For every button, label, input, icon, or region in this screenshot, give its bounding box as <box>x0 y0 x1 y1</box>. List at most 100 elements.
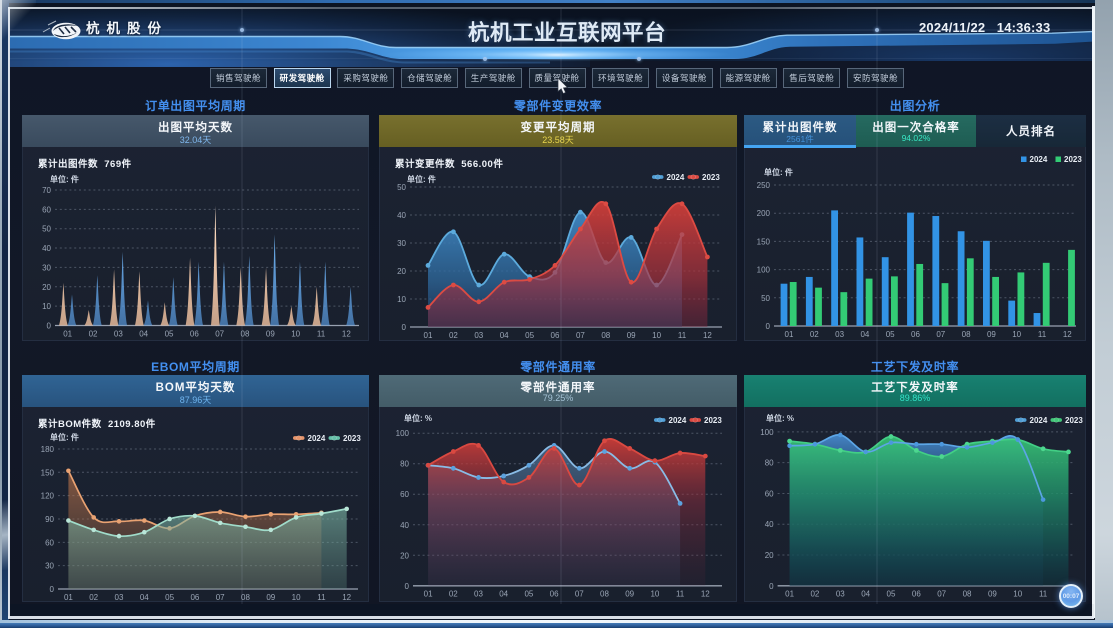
svg-text:2024: 2024 <box>308 434 326 443</box>
svg-text:08: 08 <box>241 329 250 338</box>
svg-text:05: 05 <box>165 593 174 602</box>
svg-text:03: 03 <box>114 329 123 338</box>
svg-text:2023: 2023 <box>1065 416 1083 425</box>
svg-text:10: 10 <box>652 331 661 340</box>
svg-text:02: 02 <box>449 590 458 599</box>
svg-text:100: 100 <box>757 266 771 275</box>
svg-text:12: 12 <box>703 331 712 340</box>
svg-text:50: 50 <box>397 183 406 192</box>
svg-text:05: 05 <box>525 331 534 340</box>
svg-text:09: 09 <box>987 330 996 339</box>
svg-text:250: 250 <box>757 181 771 190</box>
svg-text:01: 01 <box>424 590 433 599</box>
svg-text:06: 06 <box>190 593 199 602</box>
svg-text:09: 09 <box>266 593 275 602</box>
svg-text:2023: 2023 <box>1064 155 1082 164</box>
svg-text:30: 30 <box>45 562 54 571</box>
svg-text:100: 100 <box>760 428 774 437</box>
svg-text:60: 60 <box>42 205 51 214</box>
svg-text:03: 03 <box>474 331 483 340</box>
svg-text:20: 20 <box>765 551 774 560</box>
svg-text:05: 05 <box>887 590 896 599</box>
svg-text:10: 10 <box>1013 590 1022 599</box>
svg-text:02: 02 <box>810 330 819 339</box>
svg-text:2024: 2024 <box>1030 155 1048 164</box>
svg-text:10: 10 <box>650 590 659 599</box>
svg-text:03: 03 <box>474 590 483 599</box>
svg-text:04: 04 <box>500 331 509 340</box>
svg-text:12: 12 <box>342 329 351 338</box>
svg-text:04: 04 <box>140 593 149 602</box>
svg-text:07: 07 <box>216 593 225 602</box>
svg-text:09: 09 <box>988 590 997 599</box>
svg-text:11: 11 <box>676 590 685 599</box>
svg-text:12: 12 <box>701 590 710 599</box>
svg-text:01: 01 <box>64 593 73 602</box>
svg-text:07: 07 <box>937 590 946 599</box>
svg-text:90: 90 <box>45 515 54 524</box>
svg-text:02: 02 <box>89 329 98 338</box>
svg-text:04: 04 <box>860 330 869 339</box>
svg-text:0: 0 <box>47 322 52 331</box>
svg-text:02: 02 <box>449 331 458 340</box>
svg-text:06: 06 <box>190 329 199 338</box>
svg-text:0: 0 <box>402 323 407 332</box>
svg-text:80: 80 <box>765 459 774 468</box>
svg-text:01: 01 <box>785 330 794 339</box>
svg-text:05: 05 <box>886 330 895 339</box>
svg-text:200: 200 <box>757 209 771 218</box>
svg-text:30: 30 <box>397 239 406 248</box>
svg-text:08: 08 <box>601 331 610 340</box>
svg-text:05: 05 <box>165 329 174 338</box>
svg-text:07: 07 <box>936 330 945 339</box>
svg-text:70: 70 <box>42 186 51 195</box>
svg-text:03: 03 <box>836 590 845 599</box>
svg-text:2023: 2023 <box>343 434 361 443</box>
svg-text:50: 50 <box>42 225 51 234</box>
svg-text:03: 03 <box>835 330 844 339</box>
svg-text:04: 04 <box>139 329 148 338</box>
svg-text:08: 08 <box>600 590 609 599</box>
svg-text:06: 06 <box>911 330 920 339</box>
svg-text:12: 12 <box>1063 330 1072 339</box>
svg-text:07: 07 <box>575 590 584 599</box>
svg-text:09: 09 <box>266 329 275 338</box>
svg-text:2024: 2024 <box>669 416 687 425</box>
svg-text:01: 01 <box>63 329 72 338</box>
svg-text:100: 100 <box>396 429 410 438</box>
svg-text:60: 60 <box>765 489 774 498</box>
svg-text:180: 180 <box>41 445 55 454</box>
svg-text:07: 07 <box>215 329 224 338</box>
svg-text:04: 04 <box>499 590 508 599</box>
svg-text:02: 02 <box>810 590 819 599</box>
svg-text:2023: 2023 <box>702 173 720 182</box>
svg-text:11: 11 <box>1039 590 1048 599</box>
svg-text:80: 80 <box>400 460 409 469</box>
svg-text:0: 0 <box>405 582 410 591</box>
svg-text:50: 50 <box>761 294 770 303</box>
svg-text:60: 60 <box>45 538 54 547</box>
svg-text:03: 03 <box>115 593 124 602</box>
svg-text:05: 05 <box>524 590 533 599</box>
svg-text:2024: 2024 <box>667 173 685 182</box>
svg-text:11: 11 <box>317 329 326 338</box>
svg-text:06: 06 <box>912 590 921 599</box>
svg-text:09: 09 <box>627 331 636 340</box>
svg-text:20: 20 <box>400 551 409 560</box>
svg-text:11: 11 <box>678 331 687 340</box>
svg-text:09: 09 <box>625 590 634 599</box>
svg-text:02: 02 <box>89 593 98 602</box>
svg-text:08: 08 <box>241 593 250 602</box>
svg-text:12: 12 <box>342 593 351 602</box>
svg-text:0: 0 <box>50 585 55 594</box>
svg-text:150: 150 <box>757 237 771 246</box>
svg-text:01: 01 <box>785 590 794 599</box>
svg-text:06: 06 <box>551 331 560 340</box>
svg-text:10: 10 <box>42 302 51 311</box>
svg-text:40: 40 <box>765 520 774 529</box>
svg-text:08: 08 <box>962 330 971 339</box>
svg-text:150: 150 <box>41 468 55 477</box>
svg-text:10: 10 <box>292 593 301 602</box>
svg-text:06: 06 <box>550 590 559 599</box>
svg-text:30: 30 <box>42 263 51 272</box>
